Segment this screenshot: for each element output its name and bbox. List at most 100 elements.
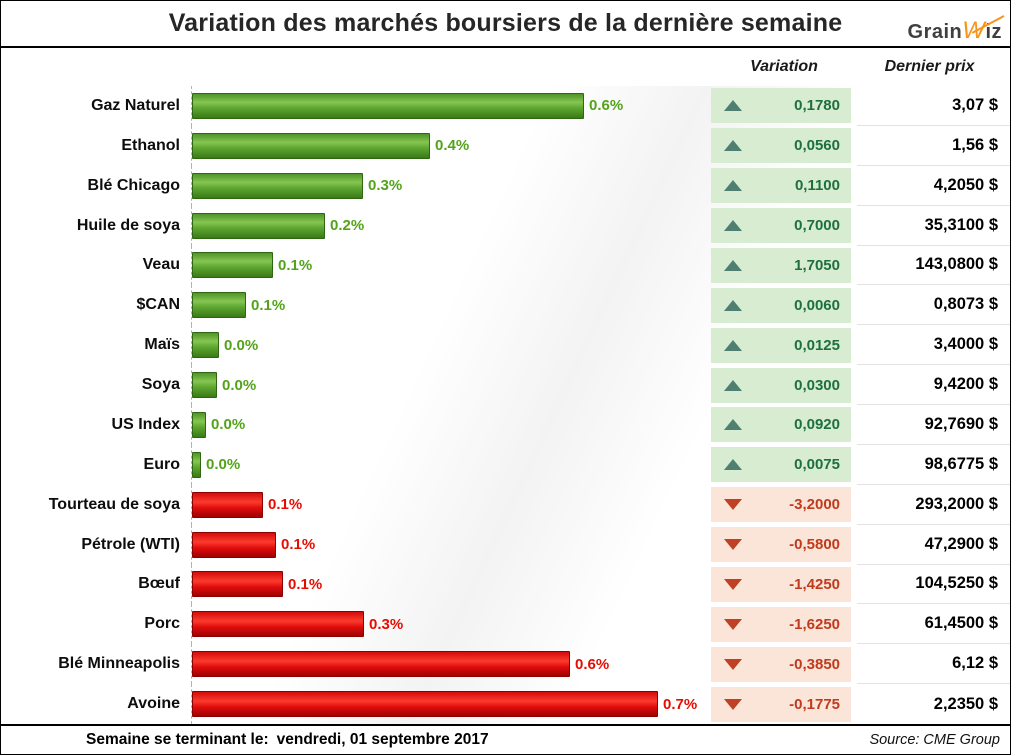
up-triangle-icon	[724, 339, 742, 351]
variation-cell: 0,7000	[711, 208, 851, 244]
price-cell: 9,4200 $	[857, 365, 1010, 405]
bar-percent-label: 0.0%	[224, 336, 259, 354]
price-cell: 3,4000 $	[857, 325, 1010, 366]
down-triangle-icon	[724, 578, 742, 590]
week-ending-label: Semaine se terminant le:	[86, 731, 269, 748]
bar-track: 0.1%	[191, 245, 711, 286]
variation-cell: 0,0300	[711, 367, 851, 403]
price-cell: 104,5250 $	[857, 564, 1010, 605]
row-label: Porc	[144, 615, 180, 633]
chart-area: Gaz Naturel 0.6% 0,1780 3,07 $ Ethanol 0…	[1, 86, 1010, 724]
row-label: $CAN	[136, 296, 180, 314]
up-triangle-icon	[724, 220, 742, 232]
price-value: 92,7690 $	[924, 414, 998, 433]
variation-value: 0,0300	[794, 376, 840, 394]
value-bar	[192, 212, 325, 239]
price-cell: 1,56 $	[857, 125, 1010, 166]
variation-cell: 0,1780	[711, 88, 851, 124]
table-row: Blé Minneapolis 0.6% -0,3850 6,12 $	[1, 644, 1010, 685]
page-title: Variation des marchés boursiers de la de…	[168, 9, 843, 37]
variation-value: 0,0560	[794, 137, 840, 155]
up-triangle-icon	[724, 100, 742, 112]
variation-cell: 0,0125	[711, 327, 851, 363]
bar-percent-label: 0.3%	[369, 615, 404, 633]
up-triangle-icon	[724, 459, 742, 471]
price-cell: 0,8073 $	[857, 285, 1010, 326]
title-bar: Variation des marchés boursiers de la de…	[1, 1, 1010, 48]
variation-cell: -1,6250	[711, 606, 851, 642]
price-cell: 4,2050 $	[857, 165, 1010, 206]
variation-cell: 1,7050	[711, 247, 851, 283]
bar-track: 0.4%	[191, 125, 711, 166]
bar-percent-label: 0.3%	[368, 177, 403, 195]
down-triangle-icon	[724, 499, 742, 511]
bar-percent-label: 0.1%	[288, 575, 323, 593]
up-triangle-icon	[724, 419, 742, 431]
table-row: Pétrole (WTI) 0.1% -0,5800 47,2900 $	[1, 524, 1010, 565]
price-value: 293,2000 $	[915, 494, 998, 513]
variation-value: -1,4250	[789, 575, 840, 593]
bar-track: 0.3%	[191, 604, 711, 645]
value-bar	[192, 332, 219, 359]
grainwiz-logo: GrainWiz	[907, 15, 1005, 43]
variation-value: -0,3850	[789, 655, 840, 673]
price-value: 0,8073 $	[933, 295, 998, 314]
table-row: US Index 0.0% 0,0920 92,7690 $	[1, 405, 1010, 445]
bar-percent-label: 0.4%	[435, 137, 470, 155]
row-label: US Index	[111, 415, 180, 433]
bar-percent-label: 0.1%	[268, 496, 303, 514]
value-bar	[192, 451, 201, 478]
value-bar	[192, 531, 276, 558]
bar-percent-label: 0.1%	[281, 536, 316, 554]
price-value: 4,2050 $	[933, 175, 998, 194]
row-label: Tourteau de soya	[48, 495, 180, 513]
value-bar	[192, 252, 273, 279]
row-label: Blé Chicago	[87, 176, 180, 194]
variation-value: -0,5800	[789, 536, 840, 554]
bar-percent-label: 0.1%	[251, 296, 286, 314]
variation-value: 0,1100	[794, 177, 840, 195]
up-triangle-icon	[724, 259, 742, 271]
value-bar	[192, 372, 217, 399]
price-cell: 143,0800 $	[857, 245, 1010, 286]
variation-value: 0,0060	[794, 296, 840, 314]
value-bar	[192, 571, 283, 598]
row-label: Huile de soya	[76, 216, 180, 234]
value-bar	[192, 292, 246, 319]
footer-bar: Semaine se terminant le: vendredi, 01 sep…	[1, 724, 1010, 754]
value-bar	[192, 651, 570, 678]
row-label: Pétrole (WTI)	[81, 535, 180, 553]
logo-text-grain: Grain	[907, 21, 963, 43]
variation-value: -3,2000	[789, 496, 840, 514]
table-row: Bœuf 0.1% -1,4250 104,5250 $	[1, 564, 1010, 605]
bar-track: 0.7%	[191, 684, 711, 724]
price-cell: 61,4500 $	[857, 604, 1010, 645]
bar-percent-label: 0.0%	[211, 416, 246, 434]
row-label: Avoine	[127, 695, 180, 713]
table-row: Maïs 0.0% 0,0125 3,4000 $	[1, 325, 1010, 366]
column-header-variation: Variation	[750, 58, 818, 75]
bar-percent-label: 0.1%	[278, 256, 313, 274]
bar-percent-label: 0.0%	[222, 376, 257, 394]
bar-percent-label: 0.6%	[575, 655, 610, 673]
variation-value: 0,7000	[794, 217, 840, 235]
row-label: Blé Minneapolis	[58, 655, 180, 673]
price-value: 2,2350 $	[933, 694, 998, 713]
up-triangle-icon	[724, 299, 742, 311]
variation-value: 1,7050	[794, 256, 840, 274]
row-label: Euro	[143, 455, 180, 473]
table-row: Avoine 0.7% -0,1775 2,2350 $	[1, 684, 1010, 724]
value-bar	[192, 92, 584, 119]
value-bar	[192, 411, 206, 438]
variation-cell: 0,0060	[711, 287, 851, 323]
variation-value: -1,6250	[789, 615, 840, 633]
week-ending-date: vendredi, 01 septembre 2017	[276, 731, 489, 748]
down-triangle-icon	[724, 539, 742, 551]
price-cell: 2,2350 $	[857, 684, 1010, 724]
value-bar	[192, 172, 363, 199]
row-label: Veau	[142, 256, 180, 274]
variation-cell: 0,1100	[711, 168, 851, 204]
table-row: Blé Chicago 0.3% 0,1100 4,2050 $	[1, 165, 1010, 206]
up-triangle-icon	[724, 379, 742, 391]
